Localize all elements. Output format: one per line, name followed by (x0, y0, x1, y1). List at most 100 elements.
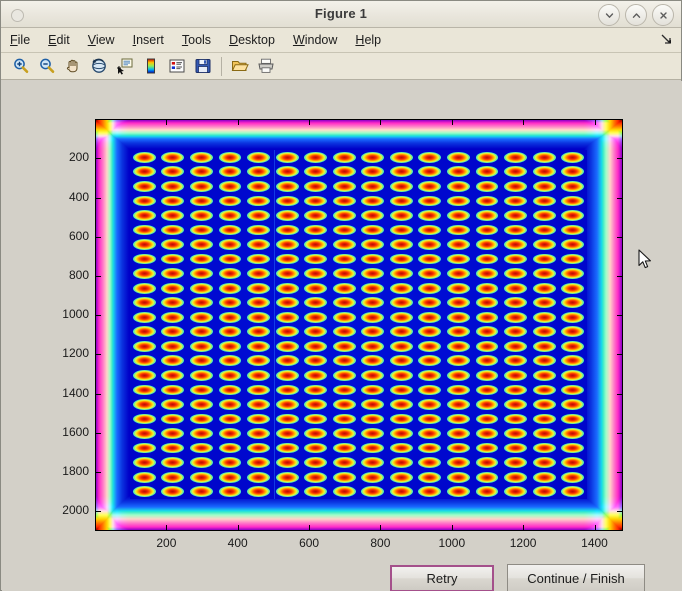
retry-button[interactable]: Retry (390, 565, 494, 591)
heatmap-spot (218, 151, 242, 163)
heatmap-spot (447, 180, 470, 192)
heatmap-spot (189, 253, 213, 265)
heatmap-spot (418, 180, 442, 192)
colorbar-button[interactable] (138, 53, 164, 79)
y-tick-mark-right (617, 393, 623, 395)
y-tick-mark-right (617, 197, 623, 199)
x-tick-mark-top (166, 119, 168, 125)
heatmap-spot (304, 384, 328, 396)
heatmap-spot (132, 195, 156, 207)
y-tick-mark-right (617, 354, 623, 356)
menu-tools-rest: ools (188, 33, 212, 47)
heatmap-axes[interactable] (95, 119, 623, 531)
menu-view[interactable]: View (79, 30, 124, 50)
heatmap-spot (189, 297, 213, 309)
heatmap-spot (161, 239, 185, 250)
heatmap-spot (132, 180, 156, 192)
menu-help[interactable]: Help (346, 30, 390, 50)
menu-desktop[interactable]: Desktop (220, 30, 284, 50)
heatmap-spot (161, 297, 185, 309)
heatmap-spot (561, 195, 585, 207)
menu-insert[interactable]: Insert (124, 30, 173, 50)
continue-finish-button[interactable]: Continue / Finish (507, 564, 645, 591)
y-tick-mark (95, 315, 101, 317)
heatmap-spot (275, 399, 299, 410)
heatmap-spot (161, 151, 185, 163)
heatmap-spot (275, 471, 299, 483)
heatmap-spot (218, 297, 242, 309)
heatmap-spot (361, 355, 385, 367)
heatmap-spot (161, 311, 185, 323)
heatmap-spot (475, 239, 499, 250)
heatmap-spot (361, 297, 385, 309)
heatmap-spot (561, 239, 585, 250)
x-tick-mark-top (594, 119, 596, 125)
heatmap-spot (561, 166, 585, 178)
heatmap-spot (161, 166, 185, 178)
heatmap-spot (189, 210, 213, 221)
data-cursor-button[interactable] (112, 53, 138, 79)
action-button-row: Retry Continue / Finish (2, 552, 682, 591)
heatmap-spot (218, 413, 242, 425)
zoom-out-button[interactable] (34, 53, 60, 79)
heatmap-spot (132, 239, 156, 250)
legend-button[interactable] (164, 53, 190, 79)
heatmap-spot (218, 340, 242, 352)
minimize-button[interactable] (598, 4, 620, 26)
heatmap-spot (247, 399, 270, 410)
heatmap-spot (532, 297, 556, 309)
heatmap-spot (247, 239, 270, 250)
menu-window[interactable]: Window (284, 30, 346, 50)
window-menu-icon[interactable] (11, 9, 24, 22)
heatmap-spot (504, 428, 527, 439)
y-tick-mark (95, 472, 101, 474)
close-button[interactable] (652, 4, 674, 26)
heatmap-spot (247, 195, 270, 207)
heatmap-spot (389, 471, 413, 483)
save-figure-button[interactable] (190, 53, 216, 79)
heatmap-spot (332, 370, 356, 381)
heatmap-spot (418, 195, 442, 207)
heatmap-spot (561, 268, 585, 279)
heatmap-spot (475, 166, 499, 178)
zoom-in-button[interactable] (8, 53, 34, 79)
open-file-button[interactable] (227, 53, 253, 79)
heatmap-spot (218, 428, 242, 439)
print-button[interactable] (253, 53, 279, 79)
figure-canvas[interactable]: 200 400 600 800 1000 1200 1400 200 400 600 800 1000… (2, 81, 682, 591)
rotate-3d-button[interactable] (86, 53, 112, 79)
heatmap-spot (475, 442, 499, 454)
heatmap-spot (418, 442, 442, 454)
heatmap-spot (189, 282, 213, 294)
menu-desktop-mnemonic: D (229, 33, 239, 47)
heatmap-spot (561, 297, 585, 309)
heatmap-spot (132, 297, 156, 309)
heatmap-spot (532, 340, 556, 352)
heatmap-spot (247, 486, 270, 498)
heatmap-spot (332, 399, 356, 410)
sensor-seam-line (273, 150, 275, 499)
heatmap-spot (132, 268, 156, 279)
heatmap-spot (418, 413, 442, 425)
heatmap-spot (304, 399, 328, 410)
heatmap-spot (132, 442, 156, 454)
heatmap-spot (561, 311, 585, 323)
heatmap-spot (275, 239, 299, 250)
undock-arrow-icon[interactable] (659, 32, 673, 46)
y-tick-label: 1800 (62, 464, 89, 479)
pan-button[interactable] (60, 53, 86, 79)
y-tick-label: 1000 (62, 307, 89, 322)
menu-edit[interactable]: Edit (39, 30, 79, 50)
heatmap-spot (475, 224, 499, 236)
heatmap-spot (332, 428, 356, 439)
maximize-button[interactable] (625, 4, 647, 26)
menu-file[interactable]: File (1, 30, 39, 50)
menu-tools[interactable]: Tools (173, 30, 220, 50)
heatmap-spot (218, 166, 242, 178)
heatmap-spot (161, 428, 185, 439)
heatmap-spot (504, 384, 527, 396)
heatmap-spot (304, 224, 328, 236)
heatmap-spot (332, 297, 356, 309)
heatmap-spot (561, 180, 585, 192)
